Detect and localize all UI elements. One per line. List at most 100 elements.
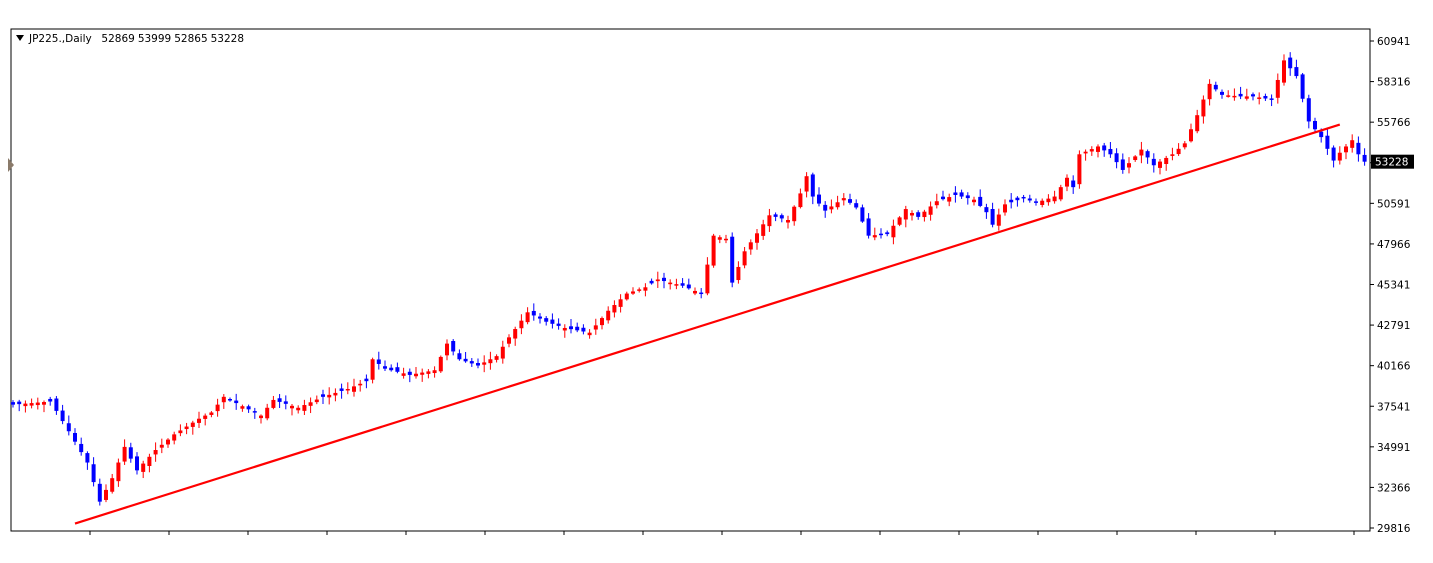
candle-body	[476, 363, 480, 366]
candle	[1009, 193, 1014, 209]
candle	[333, 388, 338, 402]
candle	[953, 186, 958, 203]
candle-body	[1058, 187, 1063, 200]
candle-body	[1077, 154, 1082, 185]
candle-body	[538, 316, 542, 319]
time-axis	[89, 531, 1355, 535]
candle	[97, 478, 102, 506]
current-price-badge: 53228	[1371, 154, 1414, 169]
candle-body	[804, 176, 809, 192]
candle	[426, 369, 431, 379]
candle-body	[1096, 146, 1100, 152]
candle-body	[891, 225, 896, 238]
candle-body	[1015, 197, 1020, 201]
candle	[680, 278, 685, 288]
candle-body	[172, 434, 177, 441]
ohlc-high: 53999	[137, 33, 172, 45]
candle	[1114, 148, 1119, 169]
candle-body	[1195, 115, 1200, 132]
candle-body	[587, 332, 592, 336]
candle	[352, 378, 356, 397]
candle	[736, 261, 741, 284]
candle-body	[42, 402, 46, 405]
candle	[755, 229, 759, 250]
candle	[1195, 109, 1200, 134]
candle	[798, 188, 803, 209]
candle-body	[1034, 201, 1038, 203]
candle-body	[153, 450, 158, 455]
candle	[1288, 52, 1293, 76]
candle	[1220, 89, 1224, 99]
candle-body	[1350, 140, 1355, 148]
candle-body	[711, 235, 716, 266]
candle	[476, 358, 480, 369]
candle-body	[1189, 129, 1193, 142]
candle-body	[835, 202, 840, 208]
candle	[91, 457, 96, 487]
candle-body	[624, 293, 629, 300]
candle	[221, 394, 226, 409]
candle-body	[953, 192, 958, 195]
candle	[643, 283, 648, 297]
candle	[941, 190, 945, 201]
candle	[141, 460, 146, 479]
candle-body	[872, 235, 877, 238]
candle	[445, 339, 449, 361]
candle	[122, 439, 127, 465]
symbol-name: JP225.,Daily	[29, 33, 92, 45]
candle-body	[203, 415, 208, 419]
candle-body	[674, 284, 679, 286]
candle-body	[1176, 148, 1181, 155]
candle	[451, 339, 456, 356]
candle	[1120, 153, 1125, 174]
candle-body	[637, 289, 642, 291]
candle	[259, 414, 263, 424]
candle-body	[860, 207, 865, 222]
candle-body	[550, 319, 555, 324]
candle	[215, 398, 220, 417]
candle-body	[606, 310, 611, 321]
candle-body	[798, 193, 803, 208]
candle-body	[941, 196, 945, 200]
candle-body	[922, 211, 927, 218]
candle	[587, 329, 592, 339]
candle-body	[916, 212, 921, 217]
candle	[1300, 72, 1305, 103]
candle-body	[271, 399, 276, 408]
candle-body	[879, 233, 883, 236]
candle-body	[1201, 99, 1206, 117]
candle-body	[383, 366, 387, 369]
scroll-handle-icon[interactable]	[8, 158, 14, 172]
dropdown-triangle-icon[interactable]	[16, 35, 24, 41]
candle-body	[314, 399, 319, 403]
candle	[1046, 194, 1051, 206]
candle	[1282, 54, 1286, 86]
trend-line[interactable]	[74, 123, 1341, 525]
candle-body	[364, 378, 369, 382]
candle	[848, 193, 852, 205]
candle-body	[519, 320, 524, 329]
candle	[662, 272, 666, 289]
candle-body	[686, 284, 691, 289]
candle	[128, 442, 133, 463]
candle	[35, 397, 40, 410]
candle	[1083, 149, 1088, 161]
candle-body	[438, 356, 443, 372]
candle-body	[978, 196, 983, 206]
candle-body	[221, 396, 226, 403]
candle	[724, 234, 728, 244]
candle-body	[184, 426, 189, 430]
candle-body	[1052, 196, 1057, 202]
candle	[829, 199, 834, 214]
candle	[1170, 147, 1175, 161]
candle-body	[1213, 84, 1218, 90]
candle	[556, 318, 561, 330]
candle-body	[1356, 142, 1361, 155]
candle-body	[668, 282, 673, 285]
candle-body	[1108, 148, 1113, 155]
candle-body	[296, 407, 301, 411]
candle-body	[110, 478, 115, 492]
candle	[1201, 95, 1206, 124]
candle-body	[327, 394, 332, 398]
